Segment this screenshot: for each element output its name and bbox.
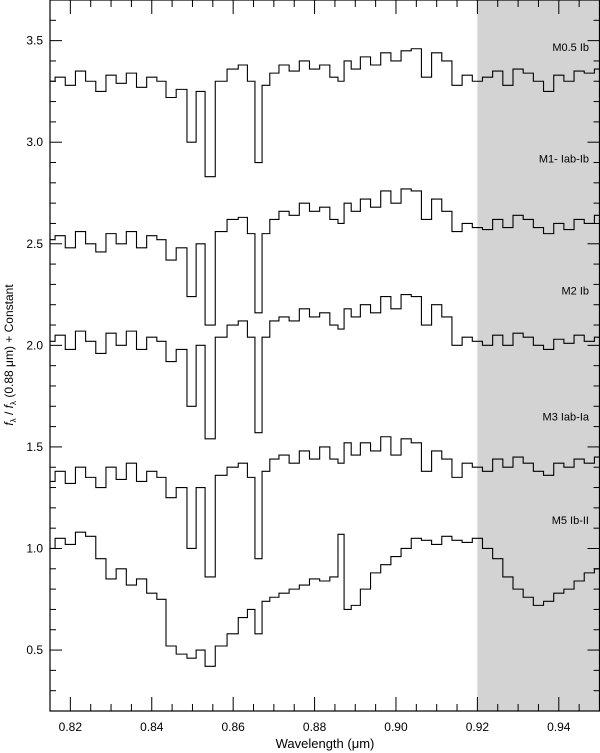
ylabel-slash: / (2, 408, 16, 418)
x-tick-label: 0.82 (59, 720, 83, 734)
series-label-3: M3 Iab-Ia (543, 412, 590, 424)
series-labels: M0.5 Ib M1- Iab-Ib M2 Ib M3 Iab-Ia M5 Ib-II (539, 42, 590, 527)
y-axis: 0.5 1.0 1.5 2.0 2.5 3.0 3.5 (26, 19, 600, 692)
spectrum-line-0 (50, 48, 600, 178)
series-label-2: M2 Ib (561, 286, 589, 298)
series-group (50, 48, 600, 667)
shaded-region (477, 0, 600, 711)
ylabel-f1: f (2, 421, 16, 426)
ylabel-rest: (0.88 μm) + Constant (2, 284, 16, 401)
ylabel-sub2: λ (9, 401, 18, 405)
y-tick-label: 3.5 (26, 34, 43, 48)
series-label-4: M5 Ib-II (552, 515, 589, 527)
spectrum-line-1 (50, 188, 600, 326)
series-label-1: M1- Iab-Ib (539, 154, 589, 166)
y-axis-label: fλ / fλ (0.88 μm) + Constant (2, 284, 18, 426)
y-tick-label: 0.5 (26, 643, 43, 657)
y-tick-label: 2.5 (26, 237, 43, 251)
x-tick-label: 0.86 (221, 720, 245, 734)
y-tick-label: 3.0 (26, 135, 43, 149)
series-label-0: M0.5 Ib (552, 42, 589, 54)
x-tick-label: 0.94 (547, 720, 571, 734)
spectrum-line-2 (50, 294, 600, 440)
x-axis-label: Wavelength (μm) (276, 736, 375, 751)
ylabel-sub1: λ (9, 418, 18, 422)
spectrum-line-3 (50, 436, 600, 578)
x-axis: 0.82 0.84 0.86 0.88 0.90 0.92 0.94 (49, 0, 600, 734)
spectrum-line-4 (50, 531, 600, 667)
y-tick-label: 1.0 (26, 541, 43, 555)
x-tick-label: 0.84 (140, 720, 164, 734)
y-tick-label: 1.5 (26, 440, 43, 454)
x-tick-label: 0.90 (384, 720, 408, 734)
ylabel-f2: f (2, 403, 16, 408)
x-tick-label: 0.92 (466, 720, 490, 734)
y-tick-label: 2.0 (26, 338, 43, 352)
x-tick-label: 0.88 (303, 720, 327, 734)
